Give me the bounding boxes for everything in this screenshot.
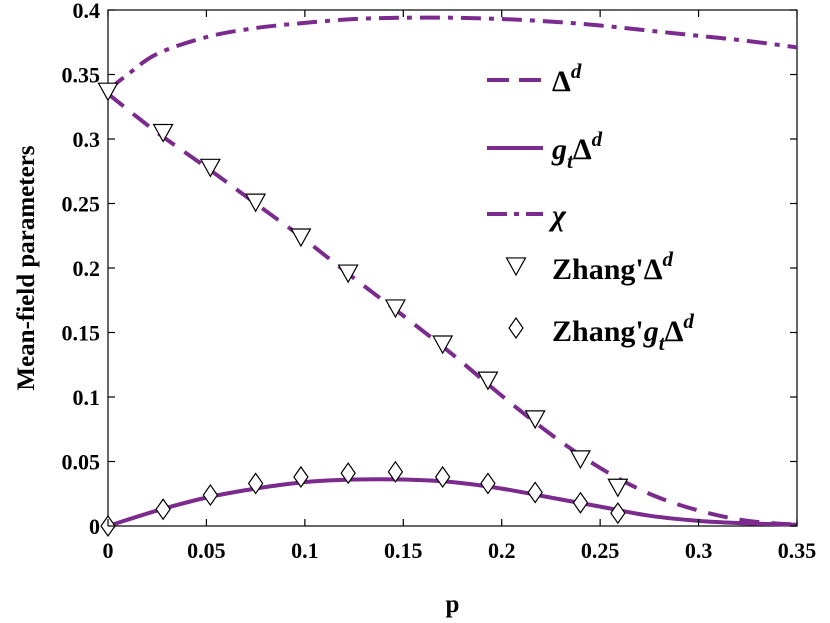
data-point-4 [155, 498, 171, 521]
data-point-3 [199, 158, 221, 178]
legend-marker-3 [505, 257, 527, 277]
data-point-3 [477, 371, 499, 391]
y-tick-label: 0.4 [73, 0, 101, 23]
data-point-4 [247, 472, 264, 495]
legend-entry-3: Zhang'Δd [552, 247, 674, 286]
data-point-3 [290, 228, 312, 248]
x-tick-label: 0.1 [291, 538, 319, 563]
y-tick-label: 0 [89, 514, 100, 539]
data-point-4 [480, 472, 496, 495]
y-tick-label: 0.2 [73, 256, 101, 281]
legend: Δd gtΔd χ Zhang'Δd Zhang'gtΔd [487, 59, 694, 355]
legend-entry-4: Zhang'gtΔd [552, 309, 694, 355]
y-tick-label: 0.3 [73, 127, 101, 152]
data-point-4 [293, 465, 309, 489]
y-axis-label: Mean-field parameters [13, 145, 40, 390]
data-point-3 [432, 335, 454, 355]
data-point-4 [202, 483, 219, 507]
legend-marker-4 [508, 316, 524, 340]
data-point-3 [97, 82, 119, 102]
y-tick-label: 0.25 [62, 192, 101, 217]
y-tick-label: 0.05 [62, 450, 101, 475]
data-point-3 [337, 264, 359, 284]
series-line-2 [106, 15, 798, 92]
y-tick-label: 0.15 [62, 321, 101, 346]
data-point-3 [569, 450, 591, 470]
plot-frame [107, 9, 798, 527]
x-axis-label: p [446, 591, 460, 618]
legend-entry-1: gtΔd [551, 127, 603, 173]
data-point-3 [524, 410, 546, 430]
x-tick-label: 0.35 [778, 538, 817, 563]
x-tick-label: 0.3 [685, 538, 713, 563]
data-point-3 [245, 193, 267, 213]
data-point-4 [434, 465, 451, 489]
plot-area [107, 9, 798, 527]
series-lines [106, 15, 798, 528]
data-point-4 [340, 462, 356, 485]
x-tick-label: 0 [103, 538, 114, 563]
data-point-4 [610, 502, 626, 525]
x-tick-label: 0.2 [488, 538, 516, 563]
data-point-4 [527, 481, 543, 504]
data-point-3 [152, 123, 174, 143]
legend-entry-0: Δd [552, 59, 582, 98]
data-point-4 [387, 460, 404, 483]
series-line-1 [107, 477, 798, 528]
axes: 0 0.05 0.1 0.15 0.2 0.25 0.3 0.35 0 0.05 0.1 0.15 0.… [62, 0, 817, 563]
legend-entry-2: χ [548, 199, 567, 232]
series-line-0 [106, 92, 798, 527]
y-tick-label: 0.35 [62, 63, 101, 88]
series-markers [97, 82, 629, 538]
y-tick-label: 0.1 [73, 385, 101, 410]
data-point-3 [607, 478, 629, 498]
x-tick-label: 0.25 [581, 538, 620, 563]
data-point-3 [384, 299, 406, 319]
data-point-4 [572, 491, 589, 514]
x-tick-label: 0.05 [187, 538, 226, 563]
x-tick-label: 0.15 [384, 538, 423, 563]
